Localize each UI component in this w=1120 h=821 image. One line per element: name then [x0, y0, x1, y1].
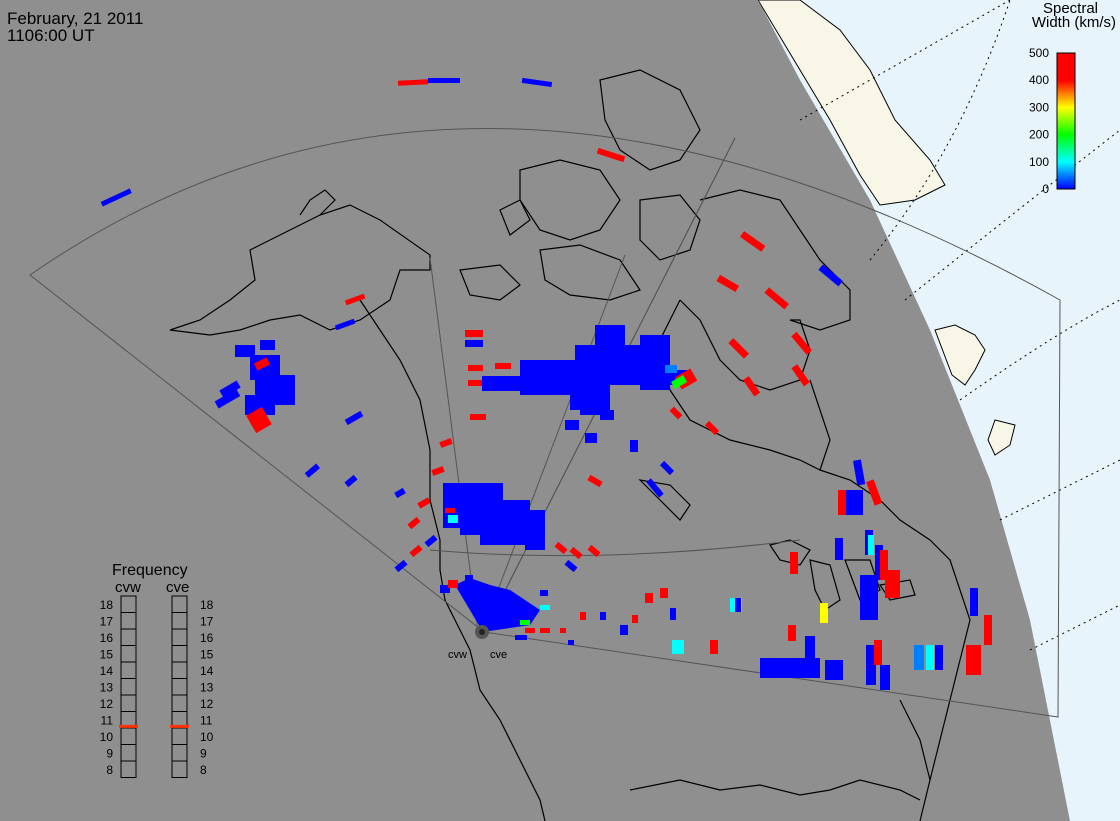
frequency-label-west: cvw — [115, 579, 141, 596]
frequency-level-label-east: 18 — [200, 598, 214, 612]
frequency-label-east: cve — [166, 579, 189, 596]
frequency-level-label-east: 15 — [200, 648, 214, 662]
spectral-width-legend: Spectral Width (km/s) 500 400 300 200 100 0 — [1029, 0, 1116, 196]
legend-tick-label: 300 — [1029, 100, 1049, 114]
legend-tick-label: 100 — [1029, 155, 1049, 169]
frequency-level-label-east: 10 — [200, 730, 214, 744]
frequency-level-label-east: 9 — [200, 747, 207, 761]
frequency-level-label-west: 15 — [100, 648, 114, 662]
frequency-level-label-east: 13 — [200, 681, 214, 695]
frequency-level-label-west: 17 — [100, 615, 114, 629]
legend-title-line2: Width (km/s) — [1032, 14, 1116, 31]
radar-label-east: cve — [490, 649, 507, 661]
frequency-level-label-west: 14 — [100, 664, 114, 678]
frequency-level-label-west: 8 — [106, 763, 113, 777]
time-label: 1106:00 UT — [7, 26, 95, 45]
legend-tick-label: 0 — [1042, 182, 1049, 196]
legend-tick-label: 200 — [1029, 128, 1049, 142]
colour-bar — [1056, 52, 1076, 190]
sunlit-land-greenland — [757, 0, 946, 206]
radar-scatter — [100, 77, 992, 690]
legend-title-line1: Spectral — [1043, 0, 1098, 17]
frequency-title: Frequency — [112, 562, 188, 579]
legend-tick-label: 400 — [1029, 73, 1049, 87]
frequency-level-label-west: 16 — [100, 631, 114, 645]
frequency-level-label-east: 17 — [200, 615, 214, 629]
legend-tick-label: 500 — [1029, 46, 1049, 60]
frequency-cell — [120, 760, 137, 778]
latitude-grid — [799, 0, 1120, 651]
frequency-level-label-west: 11 — [101, 714, 114, 728]
frequency-level-label-west: 12 — [100, 697, 114, 711]
frequency-level-label-west: 10 — [100, 730, 114, 744]
frequency-cell — [171, 760, 188, 778]
frequency-level-label-east: 11 — [200, 714, 213, 728]
frequency-level-label-west: 18 — [100, 598, 114, 612]
frequency-panel: Frequency cvw cve 18 18 17 17 16 16 15 15 14 14 13… — [100, 562, 214, 778]
sunlit-land-newfoundland — [987, 419, 1016, 456]
frequency-level-label-east: 12 — [200, 697, 214, 711]
frequency-level-label-west: 13 — [100, 681, 114, 695]
sunlit-land-labrador — [934, 324, 986, 386]
date-label: February, 21 2011 — [7, 9, 144, 28]
frequency-level-label-west: 9 — [106, 747, 113, 761]
frequency-level-label-east: 14 — [200, 664, 214, 678]
frequency-level-label-east: 8 — [200, 763, 207, 777]
frequency-level-label-east: 16 — [200, 631, 214, 645]
night-region — [0, 0, 1070, 821]
sunlit-ocean-region — [758, 0, 1120, 821]
radar-label-west: cvw — [448, 649, 467, 661]
